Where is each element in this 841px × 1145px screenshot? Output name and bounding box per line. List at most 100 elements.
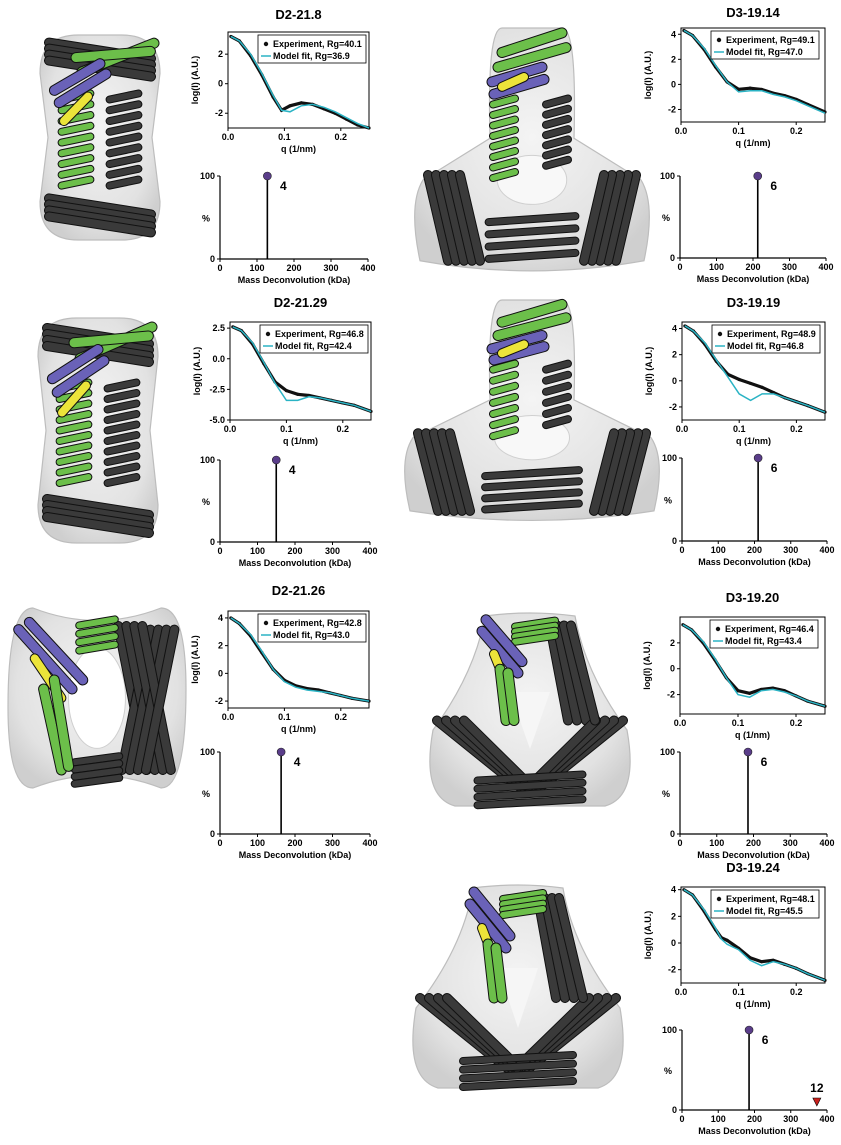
central-cavity <box>68 647 126 749</box>
y-tick-label: 2 <box>670 638 675 648</box>
y-tick-label: 4 <box>672 324 677 334</box>
helix-cylinder <box>58 176 94 189</box>
helix-cylinder <box>39 684 66 775</box>
central-cavity <box>498 968 538 1028</box>
helix-cylinder <box>490 371 518 384</box>
helix-cylinder <box>43 513 153 537</box>
helix-cylinder <box>71 774 123 787</box>
helix-cylinder <box>512 622 558 635</box>
x-tick-label: 0 <box>679 1114 684 1124</box>
legend-marker-experiment <box>716 37 722 43</box>
helix-cylinder <box>56 411 92 423</box>
helix-cylinder <box>491 943 507 1003</box>
helix-cylinder <box>485 213 579 226</box>
x-tick-label: 0.0 <box>674 718 687 728</box>
plot-title: D2-21.26 <box>272 583 325 598</box>
y-tick-label: 0 <box>210 829 215 839</box>
structure-d3 <box>404 298 660 522</box>
x-axis-label: q (1/nm) <box>735 730 770 740</box>
legend-marker-experiment <box>715 626 721 632</box>
helix-cylinder <box>456 171 484 265</box>
x-axis-label: Mass Deconvolution (kDa) <box>239 558 352 568</box>
helix-cylinder <box>482 500 582 513</box>
helix-cylinder <box>52 356 109 397</box>
x-tick-label: 300 <box>323 263 338 273</box>
helix-cylinder <box>474 796 586 809</box>
legend-marker-experiment <box>263 620 269 626</box>
helix-cylinder <box>490 148 518 160</box>
y-axis-label: % <box>662 213 670 223</box>
helix-cylinder <box>104 474 140 486</box>
helix-cylinder <box>490 405 518 417</box>
experiment-point <box>760 385 764 389</box>
helix-cylinder <box>543 126 571 139</box>
helix-cylinder <box>500 895 546 908</box>
y-tick-label: 0 <box>210 254 215 264</box>
helix-cylinder <box>543 95 571 108</box>
structure-d2-ring <box>7 607 187 789</box>
y-tick-label: 0 <box>671 938 676 948</box>
x-tick-label: 300 <box>325 838 340 848</box>
y-tick-label: 2 <box>218 49 223 59</box>
y-tick-label: -2 <box>667 690 675 700</box>
x-axis-label: Mass Deconvolution (kDa) <box>697 850 810 860</box>
peak-marker <box>753 453 763 463</box>
helix-cylinder <box>543 105 571 118</box>
structure-d3-round <box>412 884 624 1091</box>
x-tick-label: 400 <box>362 546 377 556</box>
helix-cylinder <box>580 171 608 265</box>
experiment-point <box>736 689 740 693</box>
y-tick-label: 100 <box>662 1025 677 1035</box>
y-tick-label: 2 <box>218 641 223 651</box>
x-tick-label: 300 <box>783 1114 798 1124</box>
central-cavity <box>510 692 550 749</box>
x-tick-label: 400 <box>819 838 834 848</box>
x-tick-label: 0 <box>217 263 222 273</box>
structure-d2 <box>37 317 159 544</box>
helix-cylinder <box>106 122 142 135</box>
x-tick-label: 100 <box>250 838 265 848</box>
y-tick-label: 0 <box>218 668 223 678</box>
helix-cylinder <box>465 899 511 953</box>
helix-cylinder <box>612 171 640 265</box>
helix-cylinder <box>104 463 140 476</box>
plot-title: D3-19.19 <box>727 295 780 310</box>
helix-cylinder <box>71 767 123 780</box>
peak-marker <box>743 747 753 757</box>
helix-cylinder <box>448 171 476 265</box>
legend-label-model: Model fit, Rg=47.0 <box>726 47 803 57</box>
helix-cylinder <box>56 453 92 465</box>
helix-cylinder <box>76 616 118 629</box>
y-tick-label: 100 <box>200 171 215 181</box>
legend-label-model: Model fit, Rg=43.4 <box>725 636 802 646</box>
helix-cylinder <box>588 171 616 265</box>
y-tick-label: 100 <box>200 747 215 757</box>
helix-cylinder <box>490 137 518 150</box>
helix-cylinder <box>493 43 571 72</box>
helix-cylinder <box>481 615 527 667</box>
y-tick-label: 100 <box>200 455 215 465</box>
x-tick-label: 200 <box>745 262 760 272</box>
x-axis-label: q (1/nm) <box>736 436 771 446</box>
x-tick-label: 0.0 <box>675 126 688 136</box>
x-axis-label: q (1/nm) <box>281 724 316 734</box>
helix-cylinder <box>543 136 571 149</box>
helix-cylinder <box>474 787 586 800</box>
helix-cylinder <box>430 429 458 515</box>
helix-cylinder <box>474 779 586 792</box>
x-tick-label: 200 <box>287 838 302 848</box>
helix-cylinder <box>43 495 153 519</box>
helix-cylinder <box>45 200 155 225</box>
chart-panel: 0 100 200 300 400 0 100 Mass Deconvolution (kDa… <box>200 747 378 860</box>
y-axis-label: % <box>664 1066 672 1076</box>
helix-cylinder <box>490 416 518 429</box>
helix-cylinder <box>474 771 586 784</box>
helix-cylinder <box>490 382 518 395</box>
helix-cylinder <box>58 133 94 146</box>
x-tick-label: 400 <box>819 1114 834 1124</box>
legend-marker-experiment <box>716 896 722 902</box>
chart-panel: 0 100 200 300 400 0 100 Mass Deconvolution (kDa… <box>660 747 835 860</box>
x-tick-label: 100 <box>250 546 265 556</box>
x-tick-label: 200 <box>747 1114 762 1124</box>
helix-cylinder <box>490 169 518 181</box>
